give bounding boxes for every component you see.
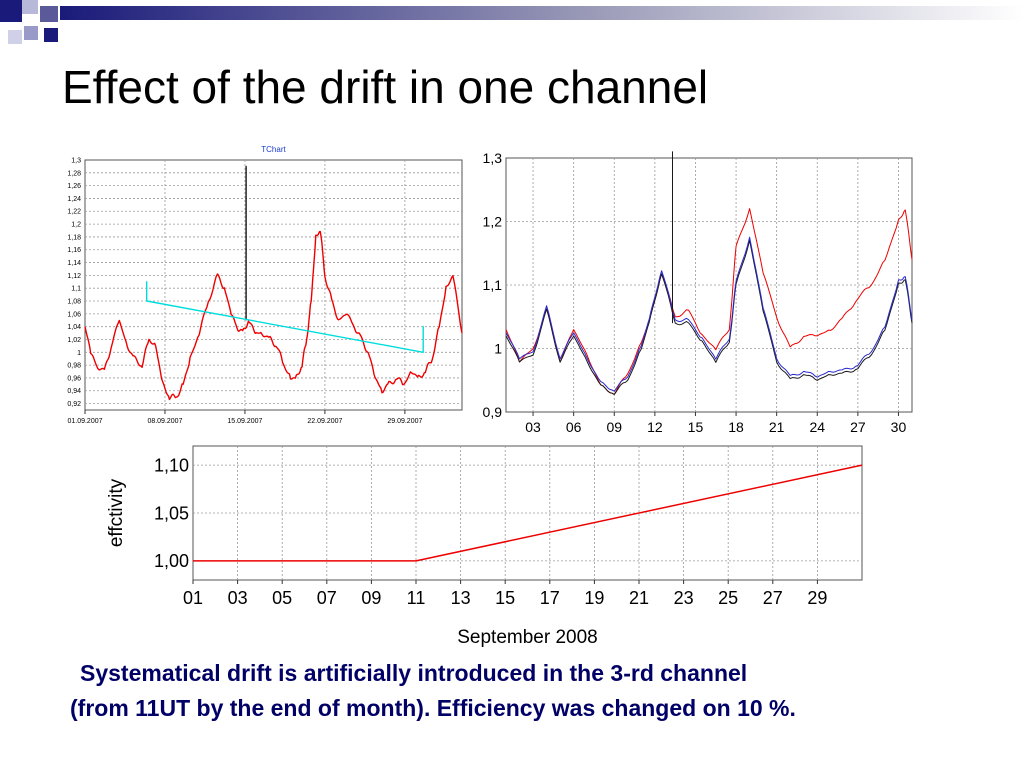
y-tick-label: 1,18 [67, 234, 81, 241]
x-tick-label: 01 [183, 588, 203, 608]
caption-line-2: (from 11UT by the end of month). Efficie… [70, 695, 796, 721]
y-tick-label: 1,04 [67, 324, 81, 331]
x-tick-label: 27 [763, 588, 783, 608]
x-tick-label: 15 [688, 419, 704, 435]
series-line-2 [145, 281, 424, 354]
x-tick-label: 11 [407, 588, 426, 608]
chart-title: TChart [261, 145, 286, 154]
x-tick-label: 09 [361, 588, 381, 608]
y-tick-label: 0,92 [67, 401, 81, 408]
x-tick-label: 03 [228, 588, 248, 608]
y-tick-label: 1,05 [154, 503, 189, 523]
channels-chart: 0,9 1 1,1 1,2 1,3 03 06 09 12 15 18 21 24 27 30 [483, 150, 913, 435]
series-line-2 [505, 236, 913, 392]
x-tick-label: 23 [674, 588, 694, 608]
plot-area [505, 157, 913, 413]
y-tick-label: 1,26 [67, 183, 81, 190]
decor-square-3 [40, 6, 58, 22]
y-tick-label: 1,08 [67, 298, 81, 305]
y-tick-label: 1,02 [67, 337, 81, 344]
x-tick-label: 21 [769, 419, 785, 435]
y-tick-label: 1,16 [67, 247, 81, 254]
y-tick-label: 0,98 [67, 363, 81, 370]
x-axis-label: September 2008 [457, 627, 598, 648]
y-tick-label: 1,00 [154, 551, 189, 571]
y-axis-label: effctivity [106, 478, 127, 547]
y-tick-label: 1,10 [154, 455, 189, 475]
x-tick-label: 15 [495, 588, 515, 608]
x-tick-label: 01.09.2007 [67, 418, 102, 425]
y-tick-label: 1,3 [483, 150, 503, 166]
series-line-0 [193, 464, 863, 562]
efficiency-chart: 1,00 1,05 1,10 01 03 05 07 09 11 13 15 17 19 21 23 25 27… [106, 445, 863, 648]
title-decoration [0, 0, 1024, 44]
y-tick-label: 1,1 [483, 277, 503, 293]
x-tick-label: 19 [584, 588, 604, 608]
y-tick-label: 1,28 [67, 170, 81, 177]
y-tick-label: 1,1 [71, 286, 81, 293]
series-line-0 [505, 208, 913, 395]
decor-square-5 [8, 30, 22, 44]
x-tick-label: 09 [606, 419, 622, 435]
series-line-0 [84, 230, 463, 401]
x-tick-label: 30 [891, 419, 907, 435]
y-tick-label: 1,2 [483, 213, 503, 229]
x-tick-label: 13 [451, 588, 471, 608]
y-tick-label: 1,24 [67, 196, 81, 203]
x-tick-label: 05 [272, 588, 292, 608]
x-tick-label: 29 [807, 588, 827, 608]
x-tick-label: 22.09.2007 [307, 418, 342, 425]
y-tick-label: 1 [494, 340, 502, 356]
y-tick-label: 1 [77, 350, 81, 357]
caption-line-1: Systematical drift is artificially intro… [80, 660, 748, 686]
y-tick-label: 1,14 [67, 260, 81, 267]
y-tick-label: 1,3 [71, 157, 81, 164]
decor-square-6 [44, 28, 58, 42]
series-line-1 [505, 239, 913, 395]
x-tick-label: 08.09.2007 [147, 418, 182, 425]
x-tick-label: 29.09.2007 [387, 418, 422, 425]
x-tick-label: 12 [647, 419, 663, 435]
y-tick-label: 0,96 [67, 375, 81, 382]
y-tick-label: 1,12 [67, 273, 81, 280]
y-tick-label: 0,9 [483, 404, 503, 420]
x-tick-label: 03 [525, 419, 541, 435]
x-tick-label: 27 [850, 419, 866, 435]
y-tick-label: 0,94 [67, 388, 81, 395]
decor-square-1 [0, 0, 22, 22]
x-tick-label: 18 [728, 419, 744, 435]
x-tick-label: 06 [566, 419, 582, 435]
x-tick-label: 17 [540, 588, 560, 608]
decor-bar [60, 6, 1024, 20]
y-tick-label: 1,06 [67, 311, 81, 318]
x-tick-label: 15.09.2007 [227, 418, 262, 425]
x-tick-label: 25 [718, 588, 738, 608]
y-tick-label: 1,2 [71, 222, 81, 229]
plot-area [84, 159, 463, 411]
slide-title: Effect of the drift in one channel [62, 61, 709, 113]
decor-square-2 [22, 0, 38, 14]
decor-square-4 [24, 26, 38, 40]
x-tick-label: 07 [317, 588, 337, 608]
y-tick-label: 1,22 [67, 209, 81, 216]
tchart-chart: 0,92 0,94 0,96 0,98 1 1,02 1,04 1,06 1,08 1,1 1,12… [67, 145, 463, 425]
x-tick-label: 21 [629, 588, 649, 608]
x-tick-label: 24 [809, 419, 825, 435]
